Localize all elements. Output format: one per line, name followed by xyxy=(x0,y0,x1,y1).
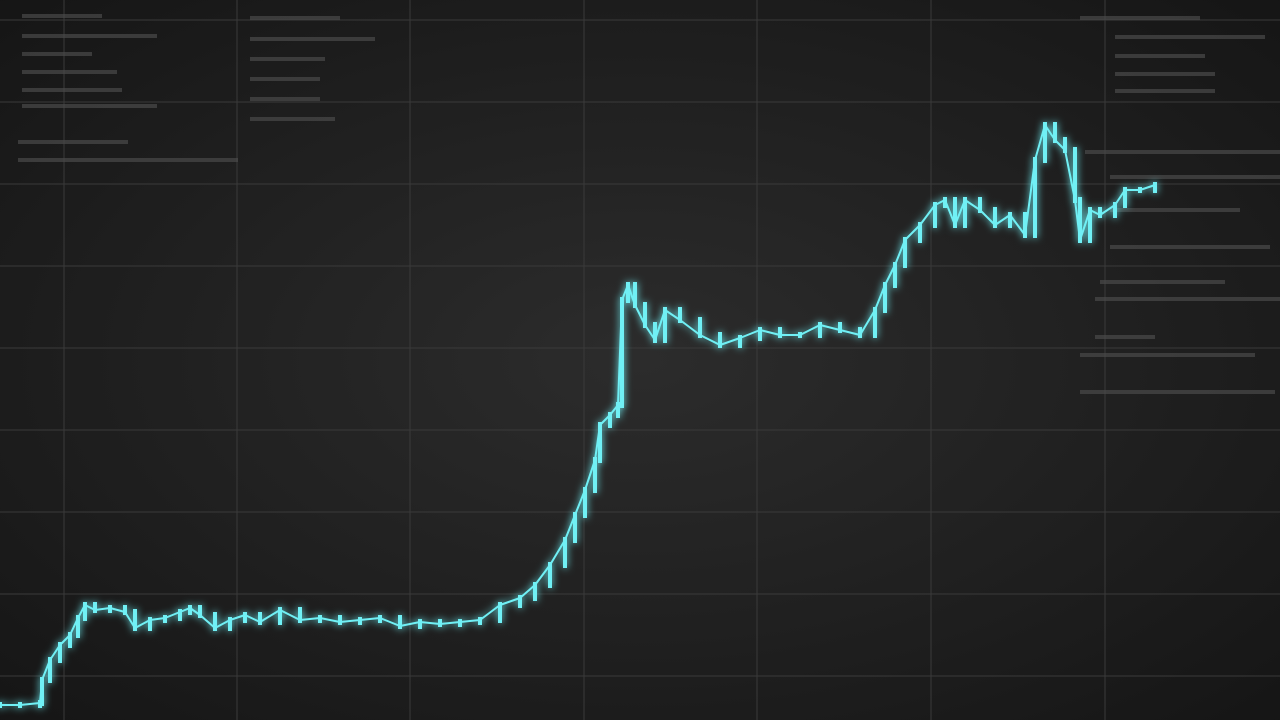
candle xyxy=(418,619,422,629)
candle xyxy=(978,197,982,213)
candle xyxy=(718,332,722,348)
candle xyxy=(953,197,957,228)
candle xyxy=(318,615,322,623)
candle xyxy=(963,197,967,228)
candle xyxy=(1023,212,1027,238)
candle xyxy=(548,562,552,588)
candle xyxy=(643,302,647,328)
candle xyxy=(478,617,482,625)
candle xyxy=(943,197,947,208)
candle xyxy=(1088,207,1092,243)
candle xyxy=(163,615,167,623)
candle xyxy=(198,605,202,618)
candle xyxy=(278,607,282,625)
candle xyxy=(883,282,887,313)
candle xyxy=(1078,197,1082,243)
candle xyxy=(378,615,382,623)
candle xyxy=(1123,187,1127,208)
candle xyxy=(563,537,567,568)
candle xyxy=(678,307,682,323)
candle xyxy=(358,617,362,625)
candle xyxy=(633,282,637,308)
candle xyxy=(1153,182,1157,193)
candle xyxy=(663,307,667,343)
candle xyxy=(458,619,462,627)
candle xyxy=(83,602,87,621)
candle xyxy=(1098,207,1102,218)
candle xyxy=(798,332,802,338)
candle xyxy=(873,307,877,338)
candle xyxy=(653,322,657,343)
candle xyxy=(778,327,782,338)
candle xyxy=(398,615,402,629)
candle xyxy=(1138,187,1142,193)
candle xyxy=(620,297,624,408)
candle xyxy=(498,602,502,623)
candle xyxy=(758,327,762,341)
candle xyxy=(1008,212,1012,228)
candle xyxy=(213,612,217,631)
candle xyxy=(598,422,602,463)
candle xyxy=(573,512,577,543)
candle xyxy=(738,335,742,348)
blurred-text xyxy=(18,14,1280,394)
candle xyxy=(298,607,302,623)
candle xyxy=(918,222,922,243)
candle xyxy=(18,702,22,708)
price-series xyxy=(0,122,1157,708)
candle xyxy=(48,657,52,683)
candle xyxy=(583,487,587,518)
candle xyxy=(58,642,62,663)
candle xyxy=(1063,137,1067,153)
candle xyxy=(123,605,127,615)
candle xyxy=(818,322,822,338)
candle xyxy=(593,457,597,493)
candle xyxy=(993,207,997,228)
candle xyxy=(608,412,612,428)
candle xyxy=(838,322,842,333)
candle xyxy=(243,612,247,623)
candle xyxy=(258,612,262,625)
candle xyxy=(40,677,44,706)
candle xyxy=(0,702,2,708)
candle xyxy=(76,615,80,638)
candle xyxy=(68,632,72,648)
candle xyxy=(533,582,537,601)
candle xyxy=(1043,122,1047,163)
candle xyxy=(698,317,702,338)
candle xyxy=(228,617,232,631)
candle xyxy=(1073,147,1077,203)
candle xyxy=(858,327,862,338)
candle xyxy=(188,605,192,615)
candle xyxy=(148,617,152,631)
candle xyxy=(133,609,137,631)
candle xyxy=(438,619,442,627)
candle xyxy=(178,609,182,621)
candle xyxy=(338,615,342,625)
candle xyxy=(93,602,97,613)
candle xyxy=(1053,122,1057,143)
candle xyxy=(616,402,620,418)
candle xyxy=(933,202,937,228)
candle xyxy=(1033,157,1037,238)
candle xyxy=(903,237,907,268)
candle xyxy=(518,595,522,608)
candle xyxy=(893,262,897,288)
candle xyxy=(108,605,112,613)
candle xyxy=(1113,202,1117,218)
candle xyxy=(626,282,630,303)
